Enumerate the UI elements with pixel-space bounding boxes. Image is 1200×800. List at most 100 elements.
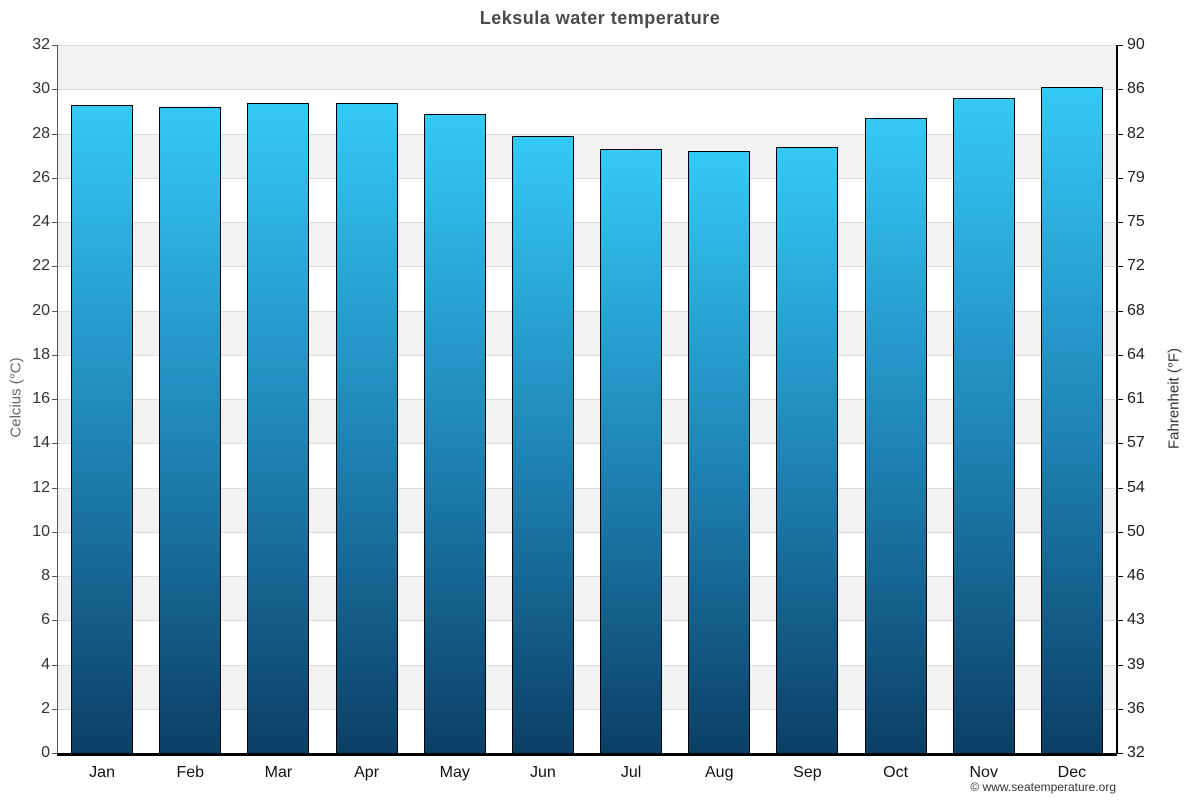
y-tick-mark-right (1116, 177, 1123, 179)
gridline (58, 177, 1116, 179)
gridline (58, 443, 1116, 445)
gridline (58, 133, 1116, 135)
y-tick-mark-right (1116, 708, 1123, 710)
y-tick-left-2: 2 (41, 699, 50, 717)
y-tick-left-26: 26 (32, 168, 50, 186)
y-tick-mark-left (52, 443, 58, 445)
y-tick-right-86: 86 (1127, 80, 1145, 98)
y-tick-left-10: 10 (32, 522, 50, 540)
y-tick-mark-right (1116, 443, 1123, 445)
y-tick-mark-left (52, 45, 58, 46)
bar-may[interactable] (423, 113, 486, 753)
y-tick-right-32: 32 (1127, 744, 1145, 761)
plot-band (58, 133, 1116, 178)
left-axis-line (57, 45, 58, 753)
y-tick-mark-right (1116, 399, 1123, 400)
y-tick-mark-left (52, 133, 58, 135)
copyright-credit-link[interactable]: © www.seatemperature.org (970, 780, 1116, 794)
y-tick-mark-left (52, 222, 58, 223)
bar-feb[interactable] (159, 106, 222, 753)
gridline (58, 310, 1116, 312)
y-tick-right-90: 90 (1127, 36, 1145, 53)
bar-oct[interactable] (864, 118, 927, 753)
plot-band (58, 222, 1116, 267)
y-tick-left-20: 20 (32, 301, 50, 319)
y-tick-right-57: 57 (1127, 434, 1145, 452)
plot-band (58, 89, 1116, 134)
y-tick-mark-left (52, 399, 58, 400)
y-tick-mark-left (52, 708, 58, 710)
chart-title: Leksula water temperature (479, 8, 721, 28)
y-tick-mark-left (52, 531, 58, 533)
bar-sep[interactable] (776, 146, 839, 753)
bar-jun[interactable] (511, 135, 574, 753)
y-tick-mark-right (1116, 576, 1123, 577)
y-tick-right-43: 43 (1127, 611, 1145, 629)
y-tick-right-46: 46 (1127, 567, 1145, 584)
plot-band (58, 177, 1116, 222)
plot-band (58, 576, 1116, 621)
y-tick-mark-right (1116, 266, 1123, 268)
y-tick-mark-right (1116, 487, 1123, 489)
bar-aug[interactable] (688, 151, 751, 753)
y-tick-mark-left (52, 266, 58, 268)
bar-jul[interactable] (600, 148, 663, 753)
y-tick-left-30: 30 (32, 80, 50, 98)
y-tick-mark-left (52, 620, 58, 622)
x-tick-label-mar: Mar (264, 764, 293, 781)
bar-apr[interactable] (335, 102, 398, 753)
x-tick-label-jul: Jul (620, 764, 642, 781)
bar-jan[interactable] (71, 104, 134, 753)
y-tick-left-8: 8 (41, 567, 50, 584)
x-tick-label-may: May (439, 764, 470, 781)
y-tick-left-32: 32 (32, 36, 50, 53)
y-tick-left-28: 28 (32, 124, 50, 142)
y-tick-right-50: 50 (1127, 522, 1145, 540)
y-tick-right-61: 61 (1127, 390, 1145, 407)
plot-band (58, 399, 1116, 444)
x-tick-label-apr: Apr (354, 764, 380, 781)
y-tick-right-72: 72 (1127, 257, 1145, 275)
x-tick-label-aug: Aug (705, 764, 734, 781)
plot-band (58, 487, 1116, 532)
x-tick-label-nov: Nov (969, 764, 998, 781)
x-tick-label-oct: Oct (883, 764, 909, 781)
gridline (58, 266, 1116, 268)
right-axis-line (1116, 45, 1118, 753)
bar-nov[interactable] (952, 98, 1015, 753)
bar-dec[interactable] (1040, 87, 1103, 753)
y-tick-left-14: 14 (32, 434, 50, 452)
gridline (58, 45, 1116, 46)
y-tick-right-82: 82 (1127, 124, 1145, 142)
x-tick-label-jan: Jan (89, 764, 115, 781)
plot-band (58, 45, 1116, 90)
x-tick-label-dec: Dec (1057, 764, 1087, 781)
y-tick-mark-left (52, 177, 58, 179)
x-tick-label-jun: Jun (530, 764, 556, 781)
y-tick-mark-left (52, 576, 58, 577)
plot-band (58, 531, 1116, 576)
plot-band (58, 620, 1116, 665)
gridline (58, 708, 1116, 710)
y-tick-mark-right (1116, 89, 1123, 91)
y-tick-left-16: 16 (32, 390, 50, 407)
y-tick-left-12: 12 (32, 478, 50, 496)
y-tick-left-0: 0 (41, 744, 50, 761)
bar-mar[interactable] (247, 102, 310, 753)
y-tick-mark-left (52, 354, 58, 356)
y-tick-left-24: 24 (32, 213, 50, 230)
plot-band (58, 443, 1116, 488)
x-tick-label-sep: Sep (793, 764, 822, 781)
gridline (58, 89, 1116, 91)
y-tick-right-36: 36 (1127, 699, 1145, 717)
y-tick-mark-right (1116, 753, 1123, 754)
plot-band (58, 266, 1116, 311)
y-tick-right-39: 39 (1127, 655, 1145, 673)
y-tick-left-22: 22 (32, 257, 50, 275)
y-tick-mark-right (1116, 133, 1123, 135)
y-tick-right-75: 75 (1127, 213, 1145, 230)
plot-band (58, 664, 1116, 709)
gridline (58, 620, 1116, 622)
y-tick-left-6: 6 (41, 611, 50, 629)
